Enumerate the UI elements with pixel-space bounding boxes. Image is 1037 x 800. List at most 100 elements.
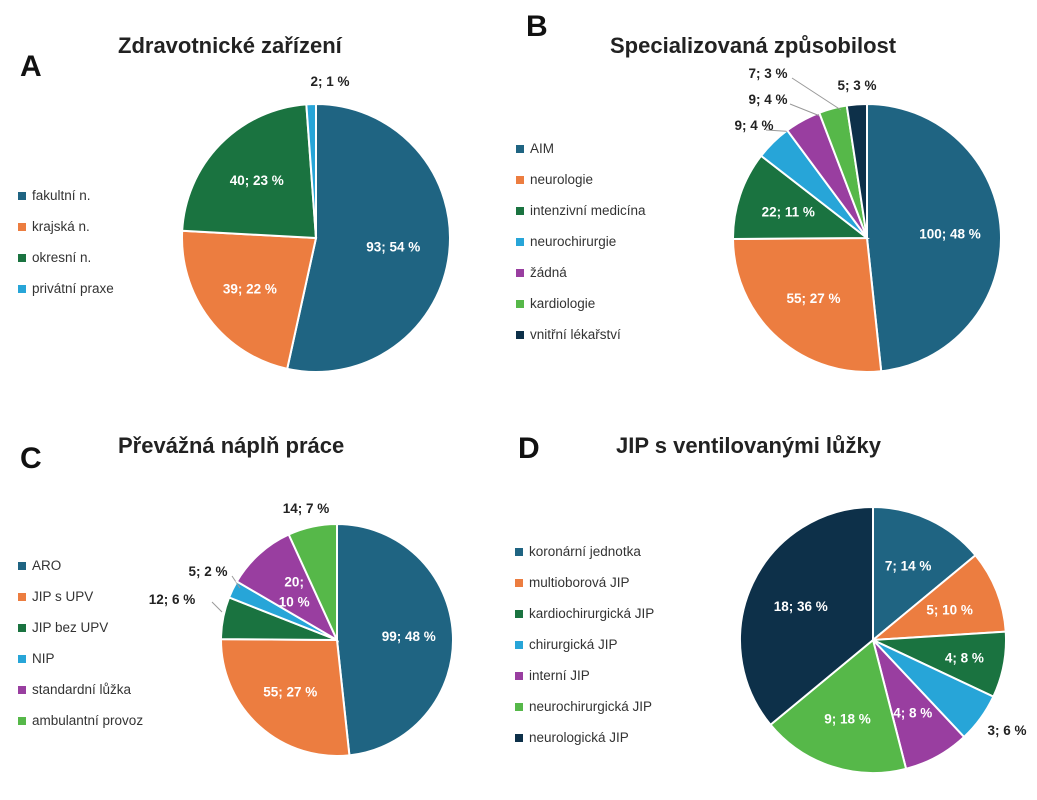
data-label: 4; 8 % xyxy=(893,705,932,720)
panel-letter: D xyxy=(518,432,540,465)
legend-item: intenzivní medicína xyxy=(516,195,646,226)
data-label: 10 % xyxy=(279,595,310,610)
pie-slice xyxy=(872,505,977,643)
pie-slice xyxy=(731,236,883,373)
legend-item: chirurgická JIP xyxy=(515,629,654,660)
leader-line xyxy=(789,103,821,117)
legend-item: okresní n. xyxy=(18,242,114,273)
panel-letter: A xyxy=(20,50,42,83)
legend-label: neurochirurgická JIP xyxy=(529,699,653,714)
legend-item: interní JIP xyxy=(515,660,654,691)
legend-item: AIM xyxy=(516,133,646,164)
legend-swatch xyxy=(18,685,26,694)
data-label: 5; 3 % xyxy=(837,78,876,93)
data-label: 9; 4 % xyxy=(734,118,773,133)
legend-swatch xyxy=(515,640,523,649)
data-label: 7; 14 % xyxy=(885,558,932,573)
legend-swatch xyxy=(516,330,524,339)
legend-label: koronární jednotka xyxy=(529,544,641,559)
legend-label: ARO xyxy=(32,558,62,573)
legend-swatch xyxy=(515,547,523,556)
legend-label: privátní praxe xyxy=(32,281,114,296)
chart-title: Převážná náplň práce xyxy=(118,433,345,458)
chart-title: Zdravotnické zařízení xyxy=(118,33,342,58)
chart-legend: ARO JIP s UPV JIP bez UPV NIP standardní lůž… xyxy=(18,550,143,736)
data-label: 9; 18 % xyxy=(824,711,871,726)
chart-title: Specializovaná způsobilost xyxy=(610,33,897,58)
data-label: 2; 1 % xyxy=(310,74,349,89)
legend-label: interní JIP xyxy=(529,668,590,683)
chart-title: JIP s ventilovanými lůžky xyxy=(616,433,881,458)
pie-chart: 7; 14 % 5; 10 % 4; 8 % 3; 6 % 4; 8 % 9; 18 % 1… xyxy=(739,505,1027,774)
pie-slice xyxy=(769,638,908,774)
legend-swatch xyxy=(516,237,524,246)
legend-label: intenzivní medicína xyxy=(530,203,646,218)
legend-swatch xyxy=(515,578,523,587)
data-label: 93; 54 % xyxy=(366,239,420,254)
data-label: 39; 22 % xyxy=(223,281,277,296)
legend-label: krajská n. xyxy=(32,219,90,234)
legend-swatch xyxy=(18,222,26,231)
pie-slice xyxy=(739,505,874,727)
legend-swatch xyxy=(18,716,26,725)
legend-label: chirurgická JIP xyxy=(529,637,618,652)
legend-swatch xyxy=(18,253,26,262)
pie-slice xyxy=(286,102,452,373)
data-label: 18; 36 % xyxy=(774,599,828,614)
data-label: 12; 6 % xyxy=(149,592,196,607)
data-label: 5; 2 % xyxy=(188,564,227,579)
panel-letter: C xyxy=(20,442,42,475)
legend-label: multioborová JIP xyxy=(529,575,630,590)
legend-swatch xyxy=(515,733,523,742)
legend-item: neurochirurgie xyxy=(516,226,646,257)
legend-item: standardní lůžka xyxy=(18,674,143,705)
legend-swatch xyxy=(516,299,524,308)
data-label: 14; 7 % xyxy=(283,501,330,516)
pie-chart: 99; 48 % 55; 27 % 12; 6 % 5; 2 % 20; 10 % 14; … xyxy=(149,501,454,757)
chart-panel-c: C Převážná náplň práce ARO JIP s UPV JIP b… xyxy=(0,400,518,800)
leader-line xyxy=(211,601,223,613)
chart-panel-b: B Specializovaná způsobilost AIM neurolog… xyxy=(516,0,1036,400)
legend-item: ambulantní provoz xyxy=(18,705,143,736)
data-label: 5; 10 % xyxy=(926,603,973,618)
pie-slice xyxy=(869,553,1007,642)
data-label: 9; 4 % xyxy=(748,92,787,107)
legend-item: kardiochirurgická JIP xyxy=(515,598,654,629)
pie-chart: 100; 48 % 55; 27 % 22; 11 % 9; 4 % 9; 4 % 7; … xyxy=(731,66,1002,373)
chart-panel-d: D JIP s ventilovanými lůžky koronární je… xyxy=(515,400,1036,800)
legend-swatch xyxy=(18,592,26,601)
legend-item: ARO xyxy=(18,550,143,581)
legend-label: JIP s UPV xyxy=(32,589,94,604)
legend-label: kardiologie xyxy=(530,296,596,311)
chart-legend: AIM neurologie intenzivní medicína neurochi… xyxy=(516,133,646,350)
legend-item: NIP xyxy=(18,643,143,674)
data-label: 4; 8 % xyxy=(945,650,984,665)
legend-swatch xyxy=(18,623,26,632)
legend-label: AIM xyxy=(530,141,555,156)
legend-swatch xyxy=(18,561,26,570)
legend-swatch xyxy=(18,191,26,200)
chart-legend: koronární jednotka multioborová JIP kardio… xyxy=(515,536,654,753)
legend-item: žádná xyxy=(516,257,646,288)
legend-swatch xyxy=(516,175,524,184)
pie-slice xyxy=(866,102,1002,373)
legend-item: krajská n. xyxy=(18,211,114,242)
data-label: 20; xyxy=(284,575,304,590)
legend-item: kardiologie xyxy=(516,288,646,319)
panel-letter: B xyxy=(526,10,548,43)
legend-item: JIP s UPV xyxy=(18,581,143,612)
legend-label: NIP xyxy=(32,651,55,666)
chart-legend: fakultní n. krajská n. okresní n. privátní … xyxy=(18,180,114,304)
data-label: 55; 27 % xyxy=(263,685,317,700)
pie-slice xyxy=(220,638,351,757)
legend-swatch xyxy=(18,284,26,293)
data-label: 40; 23 % xyxy=(230,173,284,188)
legend-label: kardiochirurgická JIP xyxy=(529,606,655,621)
legend-label: neurochirurgie xyxy=(530,234,617,249)
legend-swatch xyxy=(516,268,524,277)
legend-label: neurologická JIP xyxy=(529,730,629,745)
data-label: 22; 11 % xyxy=(762,204,815,219)
pie-slice xyxy=(732,154,870,241)
legend-label: ambulantní provoz xyxy=(32,713,144,728)
legend-item: koronární jednotka xyxy=(515,536,654,567)
